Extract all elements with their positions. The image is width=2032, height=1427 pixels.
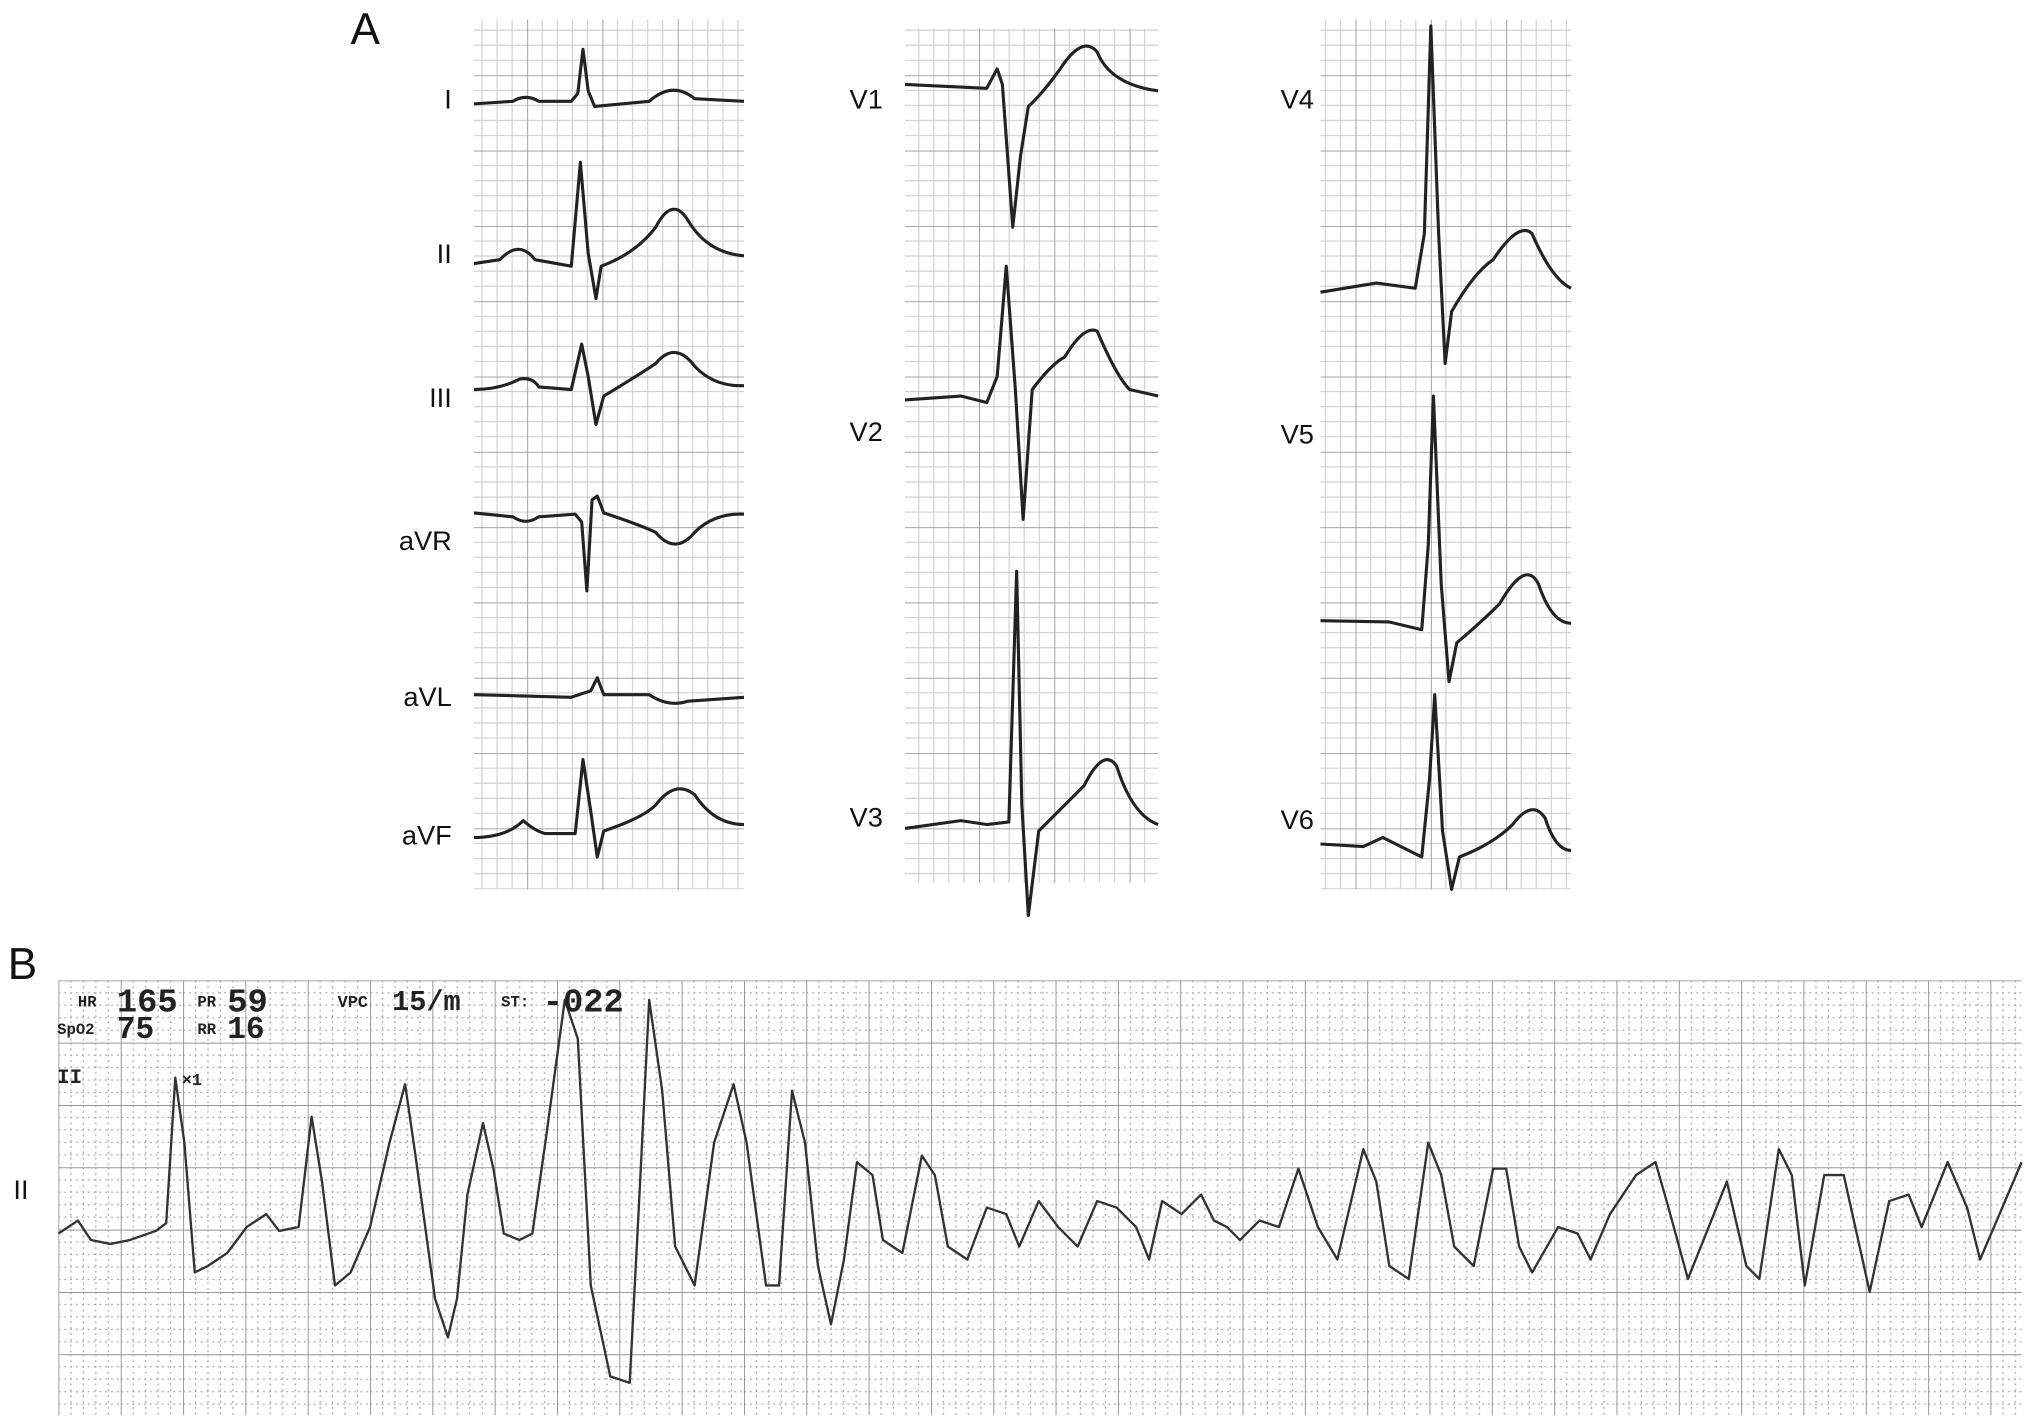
trace — [473, 47, 745, 109]
label: VPC — [338, 994, 368, 1013]
label: ×1 — [182, 1072, 202, 1091]
trace — [473, 342, 745, 427]
label: ST: — [501, 994, 529, 1012]
lead-label: V2 — [850, 416, 883, 447]
value: 15/m — [392, 986, 461, 1019]
value: 59 — [227, 984, 268, 1022]
lead-label: III — [429, 382, 452, 413]
rhythm-strip — [57, 998, 2023, 1385]
label: HR — [78, 994, 97, 1012]
lead-label: V6 — [1281, 804, 1314, 835]
panel-label: B — [8, 940, 37, 989]
lead-label: I — [444, 83, 452, 114]
grid — [1320, 19, 1572, 890]
trace — [473, 676, 745, 705]
label: II — [57, 1067, 82, 1090]
lead-label: II — [437, 238, 452, 269]
label: RR — [197, 1021, 216, 1039]
value: 165 — [117, 984, 178, 1022]
lead-label: V3 — [850, 802, 883, 833]
value: 75 — [117, 1013, 154, 1048]
trace — [904, 569, 1159, 917]
lead-label: aVR — [399, 525, 452, 556]
lead-label: V4 — [1281, 83, 1314, 114]
lead-label: aVL — [403, 681, 451, 712]
lead-label: V5 — [1281, 418, 1314, 449]
label: PR — [197, 994, 216, 1012]
trace — [473, 494, 745, 593]
value: 16 — [227, 1013, 264, 1048]
trace — [473, 160, 745, 301]
grid — [473, 19, 744, 890]
label: SpO2 — [57, 1021, 94, 1039]
grid — [58, 980, 2022, 1416]
trace — [904, 264, 1159, 521]
trace — [1320, 394, 1572, 684]
panel-label: A — [351, 5, 381, 54]
trace — [904, 44, 1159, 229]
grid — [904, 28, 1159, 883]
monitor-readout: HR 165 PR 59 VPC 15/m ST: -022 SpO2 75 R… — [57, 984, 624, 1090]
trace — [1320, 24, 1572, 366]
lead-label: II — [13, 1174, 28, 1205]
value: -022 — [543, 984, 624, 1022]
lead-label: aVF — [402, 820, 452, 851]
lead-label: V1 — [850, 83, 883, 114]
trace — [1320, 693, 1572, 891]
trace — [473, 758, 745, 859]
